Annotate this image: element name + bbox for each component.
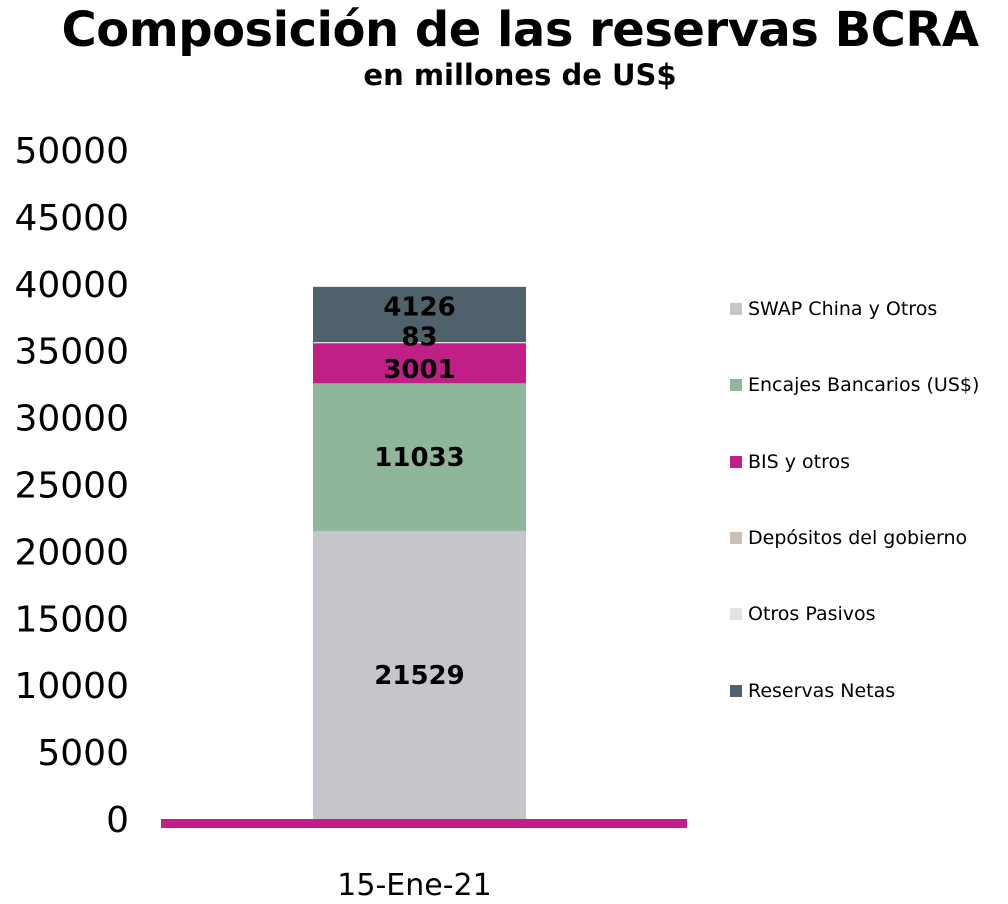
y-tick-label: 30000 (14, 399, 129, 440)
bar-segment (313, 383, 526, 531)
legend-item: Encajes Bancarios (US$) (730, 374, 979, 396)
y-tick-label: 5000 (37, 733, 129, 774)
y-tick-label: 10000 (14, 666, 129, 707)
y-tick-label: 20000 (14, 532, 129, 573)
x-axis-baseline (161, 819, 687, 828)
legend-swatch (730, 532, 742, 544)
y-tick-label: 35000 (14, 332, 129, 373)
legend-swatch (730, 456, 742, 468)
y-axis-ticks: 0 5000 10000 15000 20000 25000 30000 35000 40000… (14, 131, 129, 841)
data-label: 4126 (383, 292, 455, 322)
legend-item: Depósitos del gobierno (730, 527, 967, 549)
data-label: 83 (401, 323, 437, 353)
legend-swatch (730, 379, 742, 391)
legend-item: Otros Pasivos (730, 603, 876, 625)
y-tick-label: 0 (106, 800, 129, 841)
bar-segment (313, 342, 526, 344)
legend-label: Depósitos del gobierno (748, 527, 968, 549)
legend-label: Reservas Netas (748, 680, 896, 702)
legend-item: SWAP China y Otros (730, 298, 937, 320)
y-tick-label: 50000 (14, 131, 129, 172)
x-axis-ticks: 15-Ene-21 (337, 868, 491, 903)
bar-segment (313, 286, 526, 343)
data-label: 3001 (383, 355, 455, 385)
legend-swatch (730, 303, 742, 315)
y-tick-label: 40000 (14, 265, 129, 306)
bar-segment (313, 343, 526, 384)
y-tick-label: 15000 (14, 599, 129, 640)
data-label: 11033 (374, 443, 464, 473)
bar-segment (313, 530, 526, 819)
y-tick-label: 45000 (14, 198, 129, 239)
legend-swatch (730, 608, 742, 620)
legend-label: SWAP China y Otros (748, 298, 938, 320)
legend-swatch (730, 685, 742, 697)
legend-label: Otros Pasivos (748, 603, 876, 625)
chart-subtitle: en millones de US$ (363, 58, 677, 92)
legend-label: BIS y otros (748, 451, 851, 473)
chart-title: Composición de las reservas BCRA (61, 2, 980, 58)
legend-label: Encajes Bancarios (US$) (748, 374, 980, 396)
x-tick-label: 15-Ene-21 (337, 868, 491, 903)
legend-item: BIS y otros (730, 451, 850, 473)
legend-item: Reservas Netas (730, 680, 895, 702)
y-tick-label: 25000 (14, 466, 129, 507)
data-label: 21529 (374, 661, 464, 691)
bar-stack (313, 286, 526, 819)
